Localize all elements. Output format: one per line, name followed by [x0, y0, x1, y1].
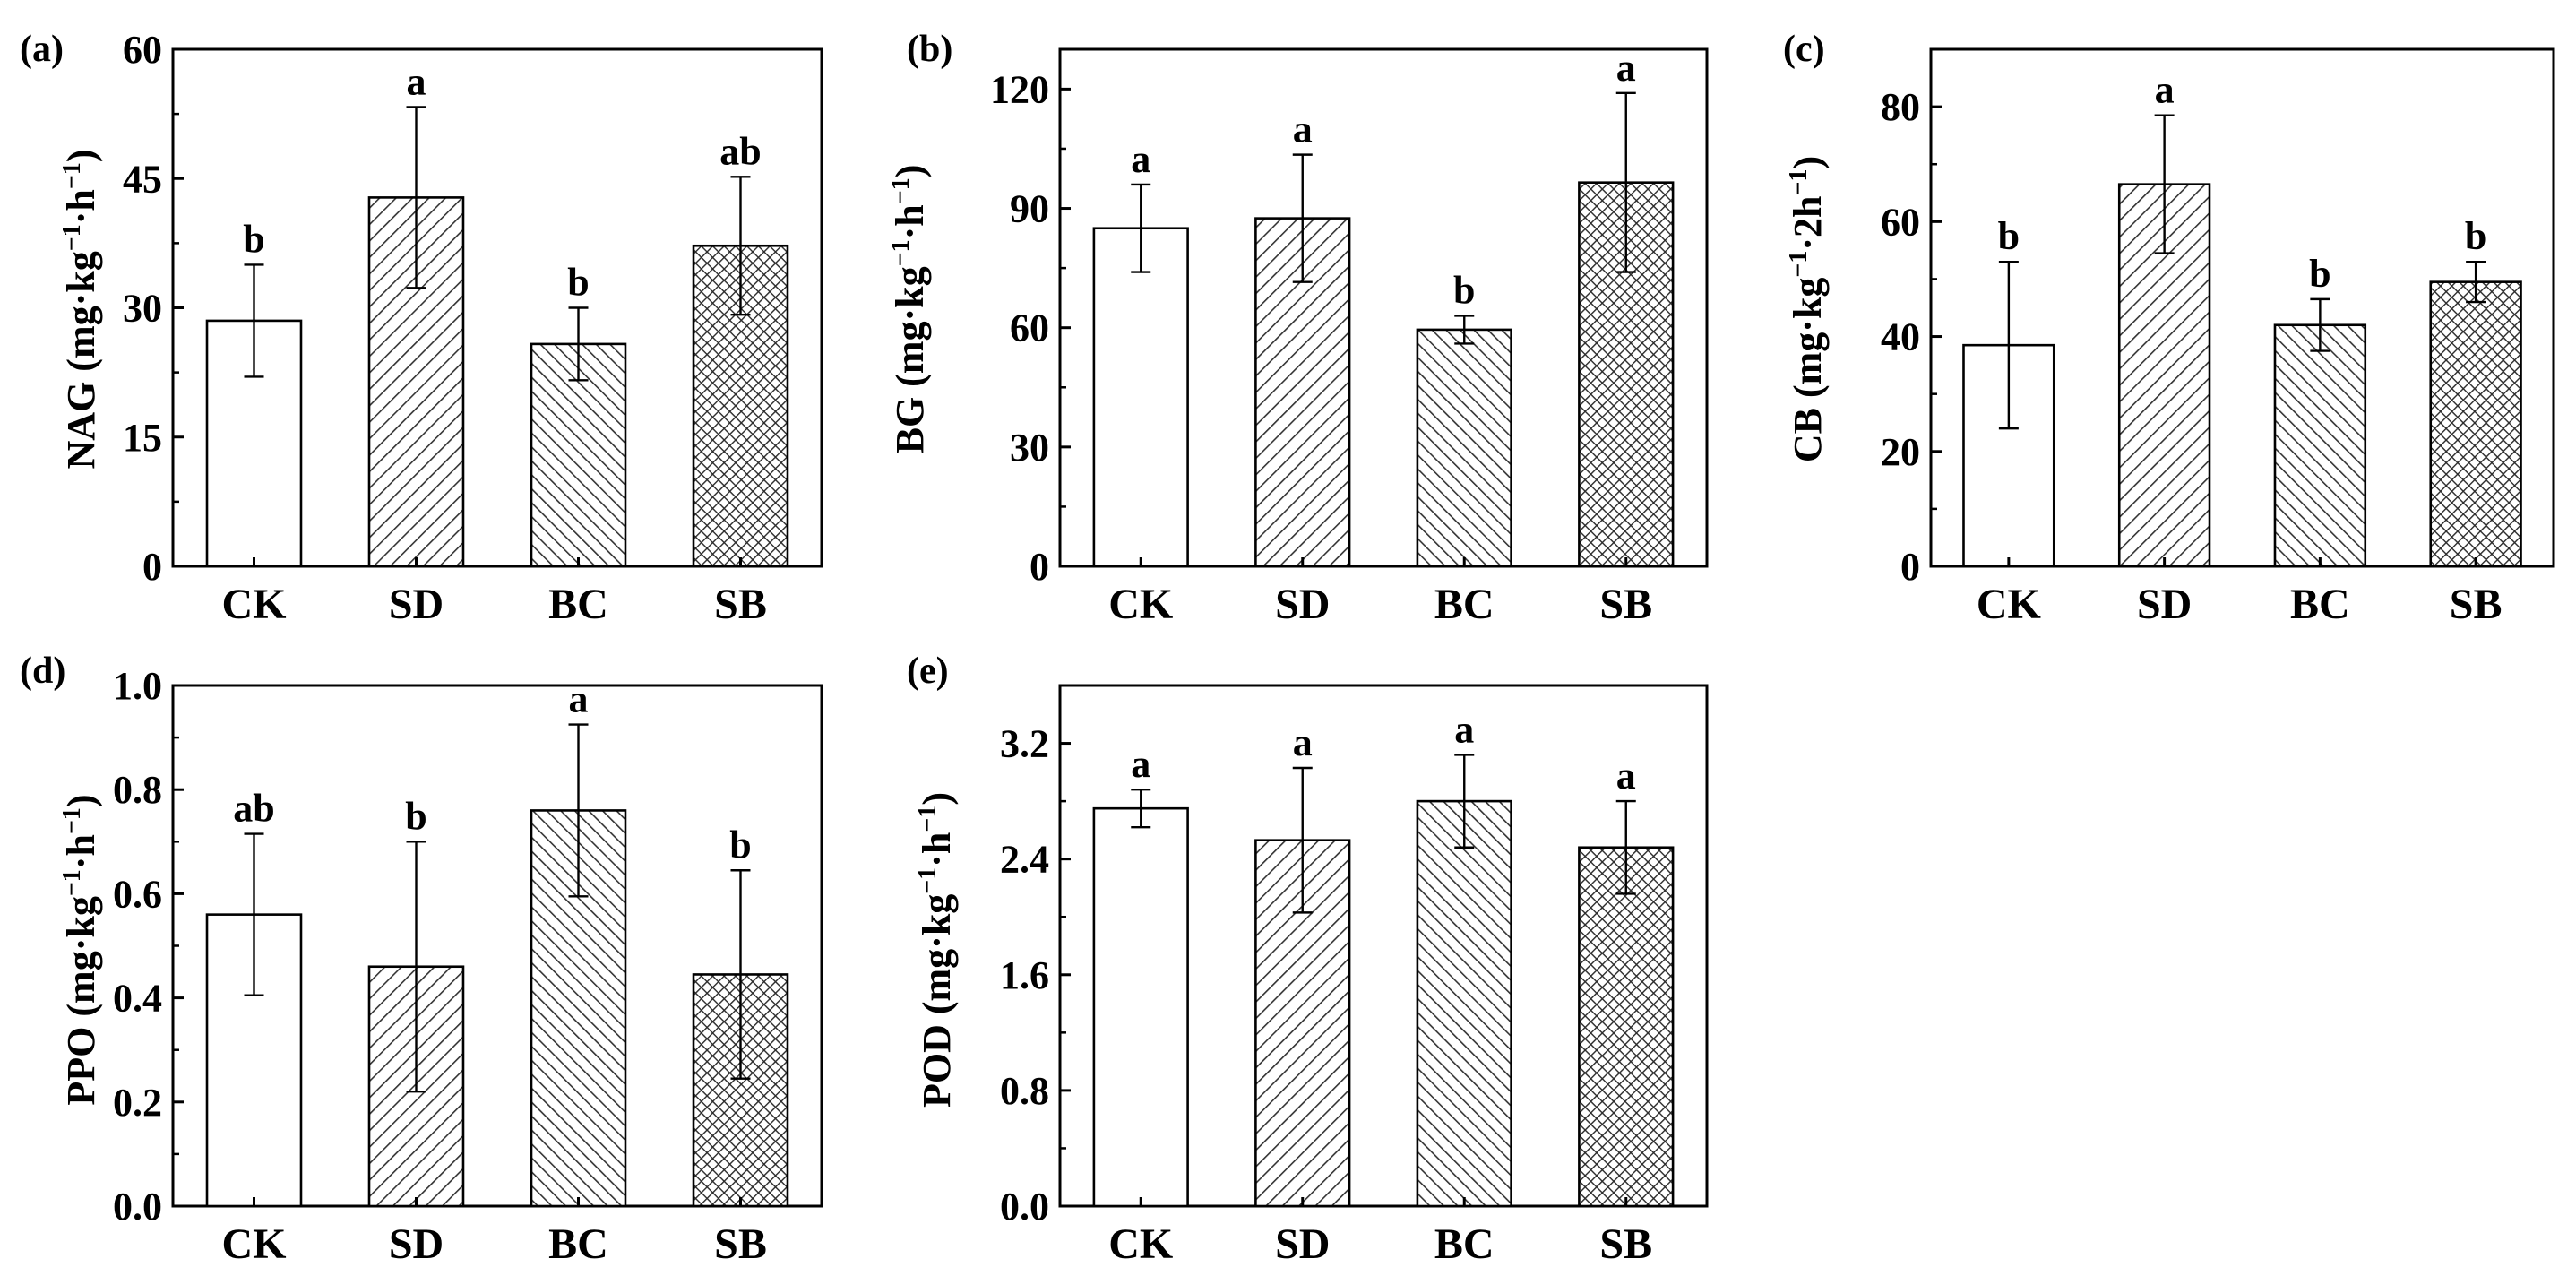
x-tick-label: BC — [1434, 581, 1495, 628]
significance-letter: a — [1293, 720, 1313, 764]
panel-b: (b) BG (mg·kg−1·h−1) 0 30 60 90 120 CK S… — [887, 29, 1709, 628]
x-tick-label: CK — [222, 1220, 287, 1268]
x-tick-label: CK — [222, 581, 287, 628]
significance-letter: a — [1293, 108, 1313, 151]
bar-bc — [1416, 799, 1512, 1208]
y-tick-label: 15 — [123, 416, 162, 460]
y-tick-label: 0.4 — [113, 977, 162, 1021]
x-tick-label: SD — [1275, 1220, 1330, 1268]
x-tick-label: CK — [1108, 1220, 1173, 1268]
y-tick-label: 1.0 — [113, 664, 162, 708]
y-tick-label: 2.4 — [1000, 838, 1049, 882]
panel-a: (a) NAG (mg·kg−1·h−1) 0 15 30 45 60 CK S… — [20, 28, 823, 628]
y-tick-label: 1.6 — [1000, 953, 1049, 997]
significance-letter: b — [2465, 214, 2486, 258]
x-tick-label: SB — [2450, 581, 2503, 628]
y-tick-label: 0.2 — [113, 1081, 162, 1125]
significance-letter: b — [729, 823, 751, 866]
significance-letter: a — [2155, 68, 2175, 112]
significance-letter: b — [1998, 214, 2020, 258]
y-tick-label: 60 — [123, 28, 162, 72]
bar-ck — [1092, 806, 1189, 1208]
panel-tag: (a) — [20, 29, 64, 70]
y-tick-label: 120 — [990, 67, 1049, 111]
y-tick-label: 0.0 — [113, 1185, 162, 1229]
significance-letter: a — [407, 59, 426, 103]
bar-ck — [1092, 227, 1189, 568]
panel-e: (e) POD (mg·kg−1·h−1) 0.0 0.8 1.6 2.4 3.… — [907, 651, 1709, 1268]
x-tick-label: SD — [2137, 581, 2192, 628]
panel-c: (c) CB (mg·kg−1·2h−1) 0 20 40 60 80 CK S… — [1783, 29, 2555, 628]
y-tick-label: 30 — [123, 287, 162, 331]
x-tick-label: SB — [1599, 1220, 1652, 1268]
bar-sb — [2429, 280, 2522, 568]
bar-bc — [2273, 323, 2367, 568]
significance-letter: a — [1131, 742, 1150, 786]
significance-letter: b — [405, 794, 426, 838]
y-tick-label: 3.2 — [1000, 722, 1049, 766]
y-axis-title: PPO (mg·kg−1·h−1) — [58, 794, 103, 1105]
significance-letter: b — [1453, 268, 1475, 312]
y-tick-label: 60 — [1881, 200, 1920, 244]
significance-letter: ab — [233, 787, 274, 831]
y-tick-label: 0.0 — [1000, 1185, 1049, 1229]
y-tick-label: 20 — [1881, 430, 1920, 474]
x-tick-label: BC — [548, 1220, 608, 1268]
y-tick-label: 60 — [1010, 306, 1049, 350]
x-tick-label: SB — [714, 581, 767, 628]
y-axis-title: CB (mg·kg−1·2h−1) — [1785, 156, 1830, 462]
x-tick-label: SD — [389, 581, 444, 628]
significance-letter: a — [1454, 707, 1474, 751]
bar-bc — [1416, 328, 1512, 568]
y-axis-title: POD (mg·kg−1·h−1) — [914, 792, 959, 1108]
panel-tag: (c) — [1783, 29, 1825, 70]
significance-letter: a — [1616, 754, 1636, 798]
significance-letter: b — [243, 217, 264, 261]
significance-letter: a — [1616, 46, 1636, 90]
plot-frame — [1929, 47, 2555, 568]
x-tick-label: BC — [548, 581, 608, 628]
x-tick-label: CK — [1108, 581, 1173, 628]
significance-letter: b — [567, 261, 589, 305]
plot-frame — [1058, 47, 1709, 568]
y-tick-label: 40 — [1881, 315, 1920, 359]
panel-d: (d) PPO (mg·kg−1·h−1) 0.0 0.2 0.4 0.6 0.… — [20, 651, 823, 1268]
significance-letter: ab — [719, 129, 761, 173]
significance-letter: b — [2309, 252, 2330, 296]
y-tick-label: 0.8 — [1000, 1069, 1049, 1113]
panel-tag: (b) — [907, 29, 952, 70]
y-tick-label: 45 — [123, 157, 162, 201]
significance-letter: a — [569, 677, 589, 721]
y-tick-label: 0 — [1900, 545, 1920, 589]
y-tick-label: 0.8 — [113, 768, 162, 812]
x-tick-label: BC — [2290, 581, 2350, 628]
y-tick-label: 30 — [1010, 426, 1049, 470]
x-tick-label: BC — [1434, 1220, 1495, 1268]
bar-sb — [1578, 846, 1675, 1208]
x-tick-label: SB — [1599, 581, 1652, 628]
x-tick-label: SD — [389, 1220, 444, 1268]
plot-frame — [1058, 684, 1709, 1208]
y-tick-label: 0 — [142, 545, 162, 589]
y-tick-label: 80 — [1881, 85, 1920, 129]
panel-tag: (e) — [907, 651, 949, 692]
y-tick-label: 0.6 — [113, 872, 162, 916]
x-tick-label: SB — [714, 1220, 767, 1268]
y-axis-title: NAG (mg·kg−1·h−1) — [58, 150, 103, 470]
x-tick-label: SD — [1275, 581, 1330, 628]
x-tick-label: CK — [1977, 581, 2041, 628]
panel-tag: (d) — [20, 651, 65, 692]
y-tick-label: 90 — [1010, 187, 1049, 231]
y-axis-title: BG (mg·kg−1·h−1) — [887, 165, 932, 454]
significance-letter: a — [1131, 137, 1150, 181]
y-tick-label: 0 — [1030, 545, 1049, 589]
